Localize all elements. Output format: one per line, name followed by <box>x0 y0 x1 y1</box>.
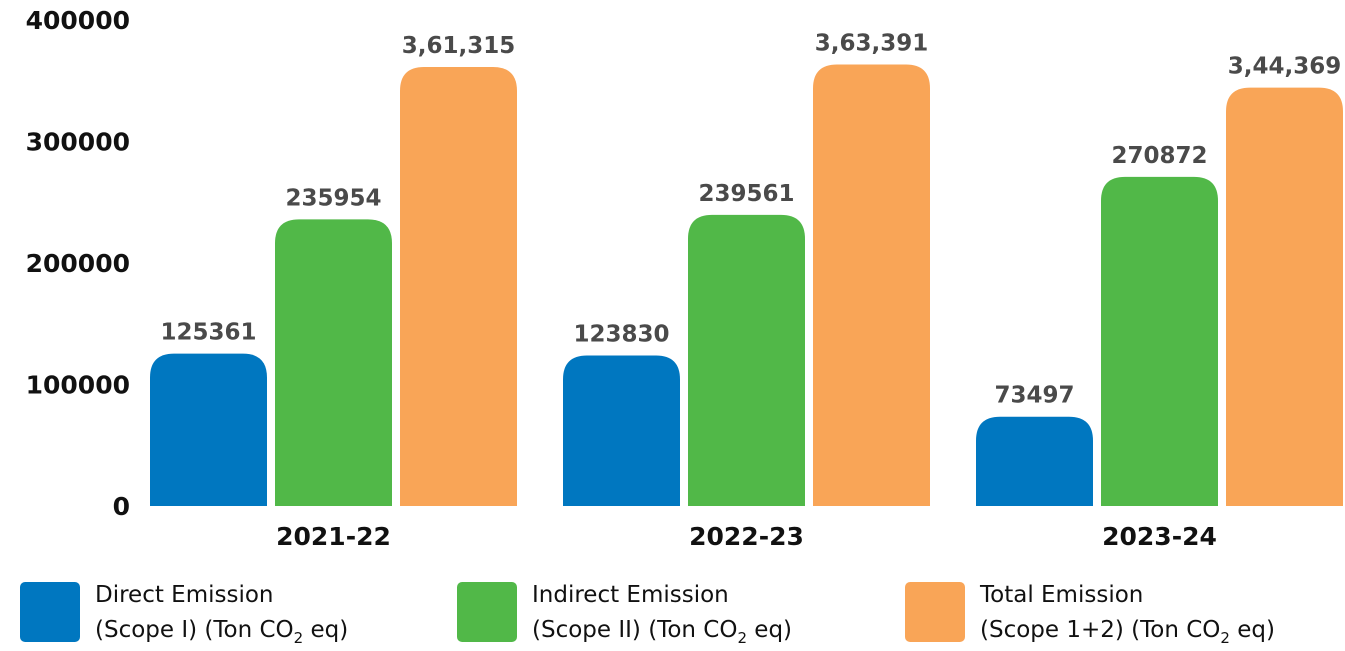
legend-label-line2: (Scope II) (Ton CO2 eq) <box>532 617 792 647</box>
data-labels: 125361 235954 3,61,315 123830 239561 3,63,391… <box>160 30 1341 408</box>
legend-unit-subscript: 2 <box>294 629 304 647</box>
y-tick-label: 200000 <box>26 249 130 278</box>
legend-swatch <box>457 582 517 642</box>
data-label: 270872 <box>1111 143 1207 169</box>
legend-unit-subscript: 2 <box>737 629 747 647</box>
legend-unit-text: (Scope 1+2) (Ton CO <box>980 617 1220 643</box>
y-axis: 0 100000 200000 300000 400000 <box>26 6 130 521</box>
x-tick-label: 2023-24 <box>1102 522 1217 551</box>
y-tick-label: 0 <box>113 492 130 521</box>
data-label: 3,44,369 <box>1228 54 1342 80</box>
legend-unit-text: eq) <box>1230 617 1275 643</box>
data-label: 235954 <box>285 185 381 211</box>
legend-unit-text: (Scope I) (Ton CO <box>95 617 294 643</box>
x-axis: 2021-22 2022-23 2023-24 <box>276 522 1217 551</box>
legend-unit-text: (Scope II) (Ton CO <box>532 617 737 643</box>
legend-label-line1: Total Emission <box>979 582 1143 608</box>
bar <box>150 353 267 506</box>
legend-label-line2: (Scope I) (Ton CO2 eq) <box>95 617 348 647</box>
legend-unit-text: eq) <box>303 617 348 643</box>
bar <box>688 214 805 506</box>
data-label: 125361 <box>160 320 256 346</box>
y-tick-label: 400000 <box>26 6 130 35</box>
data-label: 73497 <box>994 383 1074 409</box>
bar <box>1101 176 1218 507</box>
bars <box>150 64 1343 507</box>
legend-unit-subscript: 2 <box>1220 629 1230 647</box>
bar <box>400 67 517 507</box>
legend-label-line2: (Scope 1+2) (Ton CO2 eq) <box>980 617 1275 647</box>
legend-label-line1: Indirect Emission <box>532 582 729 608</box>
legend-unit-text: eq) <box>747 617 792 643</box>
data-label: 3,63,391 <box>815 30 929 56</box>
legend-swatch <box>905 582 965 642</box>
legend-item: Indirect Emission (Scope II) (Ton CO2 eq) <box>457 582 792 647</box>
data-label: 123830 <box>573 322 669 348</box>
bar <box>563 355 680 506</box>
bar <box>813 64 930 507</box>
y-tick-label: 100000 <box>26 371 130 400</box>
legend-label-line1: Direct Emission <box>95 582 274 608</box>
y-tick-label: 300000 <box>26 128 130 157</box>
legend: Direct Emission(Scope I) (Ton CO2 eq)Ind… <box>20 582 1275 647</box>
bar <box>976 416 1093 506</box>
x-tick-label: 2021-22 <box>276 522 391 551</box>
data-label: 239561 <box>698 181 794 207</box>
bar <box>1226 87 1343 506</box>
data-label: 3,61,315 <box>402 33 516 59</box>
legend-item: Direct Emission (Scope I) (Ton CO2 eq) <box>20 582 348 647</box>
x-tick-label: 2022-23 <box>689 522 804 551</box>
legend-swatch <box>20 582 80 642</box>
bar <box>275 219 392 506</box>
legend-item: Total Emission (Scope 1+2) (Ton CO2 eq) <box>905 582 1275 647</box>
